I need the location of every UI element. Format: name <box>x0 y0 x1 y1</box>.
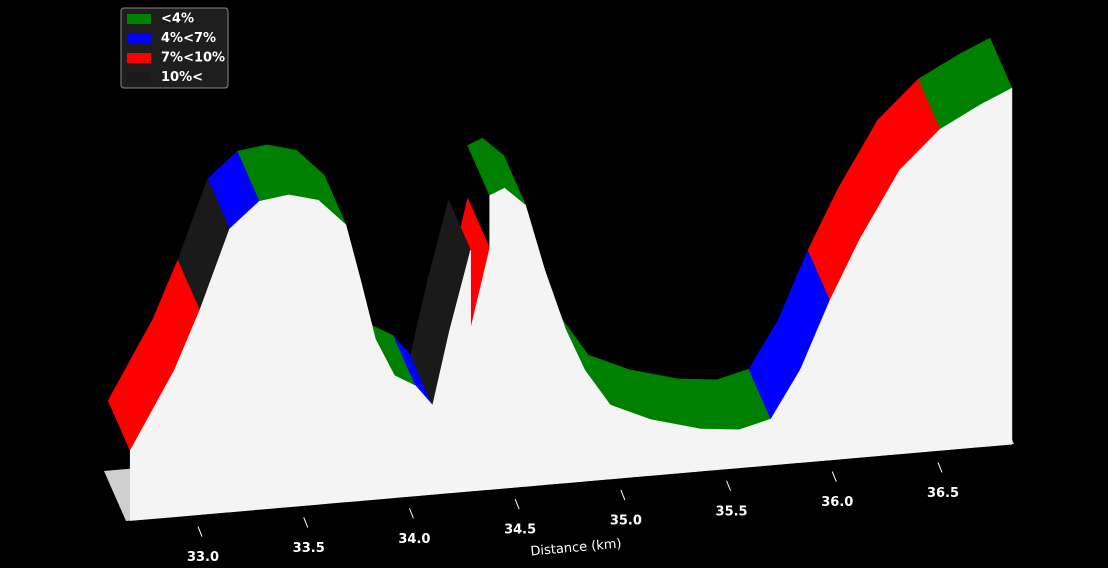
legend-swatch <box>127 72 151 83</box>
elevation-face <box>899 128 941 455</box>
legend-box <box>120 7 229 89</box>
elevation-face <box>258 194 290 510</box>
x-tick <box>620 489 626 501</box>
x-tick <box>514 498 520 510</box>
elevation-face <box>489 187 505 490</box>
legend-label: <4% <box>161 12 194 27</box>
x-tick-label: 35.5 <box>716 504 748 519</box>
legend-label: 10%< <box>161 70 203 85</box>
elevation-face <box>415 385 433 497</box>
elevation-face <box>649 419 702 476</box>
legend-label: 4%<7% <box>161 31 216 46</box>
x-tick-label: 36.5 <box>927 486 959 501</box>
elevation-face <box>394 375 417 499</box>
elevation-face <box>288 194 319 508</box>
elevation-face <box>449 250 471 494</box>
elevation-face <box>318 199 347 505</box>
legend-swatch <box>127 33 151 44</box>
elevation-face <box>199 228 230 515</box>
legend-swatch <box>127 53 151 63</box>
x-tick <box>726 480 732 491</box>
elevation-face <box>979 87 1013 448</box>
elevation-face <box>939 104 981 451</box>
legend-swatch <box>127 14 151 24</box>
x-tick-label: 33.5 <box>293 541 325 556</box>
x-tick <box>408 508 414 519</box>
x-tick-label: 33.0 <box>187 550 219 565</box>
x-tick <box>303 517 309 528</box>
x-tick <box>831 471 837 482</box>
elevation-face <box>229 200 260 513</box>
x-tick <box>937 462 943 473</box>
x-tick <box>197 526 203 537</box>
x-tick-label: 35.0 <box>610 513 642 528</box>
x-tick-label: 34.0 <box>398 532 430 547</box>
elevation-face <box>504 187 526 489</box>
x-tick-label: 36.0 <box>821 495 853 510</box>
elevation-face <box>700 428 740 472</box>
legend-label: 7%<10% <box>161 51 225 66</box>
x-tick-label: 34.5 <box>504 523 536 538</box>
